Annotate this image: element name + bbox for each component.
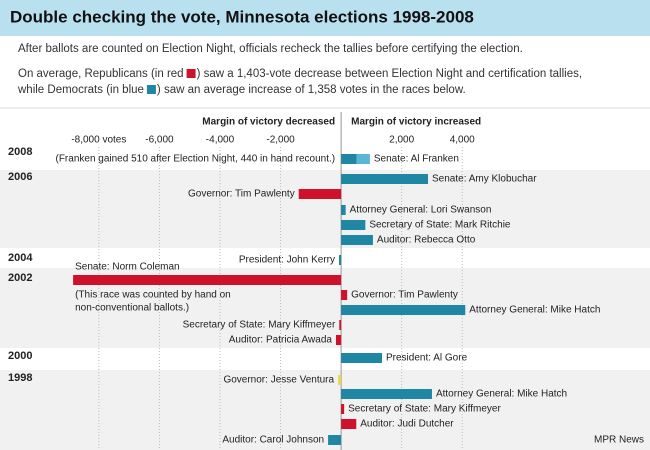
summary-text: ) saw an average increase of 1,358 votes…	[157, 84, 466, 96]
note: non-conventional ballots.)	[75, 303, 189, 314]
x-tick-label: -8,000 votes	[71, 135, 126, 146]
bar-label: Auditor: Patricia Awada	[229, 335, 333, 346]
bar	[341, 389, 432, 399]
bar-label: Governor: Tim Pawlenty	[351, 290, 458, 301]
bar-label: Senate: Al Franken	[374, 154, 459, 165]
note: (This race was counted by hand on	[75, 290, 231, 301]
bar-label: Governor: Tim Pawlenty	[188, 189, 295, 200]
bar-label: Attorney General: Mike Hatch	[436, 389, 567, 400]
bar-label: Secretary of State: Mark Ritchie	[369, 220, 511, 231]
year-label: 2002	[8, 272, 32, 284]
source: MPR News	[594, 435, 644, 446]
bar	[298, 189, 342, 199]
bar	[341, 154, 357, 164]
bar-label: Secretary of State: Mary Kiffmeyer	[348, 404, 501, 415]
bar-label: Auditor: Rebecca Otto	[377, 235, 476, 246]
bar	[338, 375, 342, 385]
bar	[341, 205, 346, 215]
group-band	[0, 170, 650, 248]
year-label: 1998	[8, 372, 32, 384]
bar-label: Senate: Norm Coleman	[75, 262, 180, 273]
axis-heading: Margin of victory decreased	[202, 117, 335, 128]
bar	[328, 435, 342, 445]
summary-text: On average, Republicans (in red	[18, 68, 184, 80]
bar-label: President: John Kerry	[239, 255, 335, 266]
legend-swatch	[146, 85, 156, 94]
x-tick-label: -2,000	[266, 135, 295, 146]
x-tick-label: -4,000	[206, 135, 235, 146]
bar	[341, 305, 466, 315]
bar	[338, 255, 342, 265]
bar-label: Governor: Jesse Ventura	[223, 375, 334, 386]
title-bar	[0, 0, 650, 36]
x-tick-label: 2,000	[389, 135, 414, 146]
bar-label: President: Al Gore	[386, 353, 468, 364]
x-tick-label: -6,000	[145, 135, 174, 146]
bar	[341, 235, 373, 245]
bar-label: Auditor: Carol Johnson	[222, 435, 324, 446]
x-tick-label: 4,000	[450, 135, 475, 146]
bar	[341, 419, 357, 429]
bar	[356, 154, 370, 164]
note: (Franken gained 510 after Election Night…	[55, 154, 335, 165]
year-label: 2004	[8, 252, 33, 264]
axis-heading: Margin of victory increased	[351, 117, 481, 128]
summary-text: ) saw a 1,403-vote decrease between Elec…	[17, 68, 585, 96]
legend-swatch	[186, 69, 196, 78]
year-label: 2000	[8, 350, 32, 362]
bar-label: Attorney General: Mike Hatch	[469, 305, 600, 316]
bar	[341, 290, 348, 300]
bar	[341, 174, 429, 184]
bar-label: Senate: Amy Klobuchar	[432, 174, 537, 185]
chart-title: Double checking the vote, Minnesota elec…	[10, 7, 474, 26]
bar-label: Attorney General: Lori Swanson	[350, 205, 492, 216]
bar	[339, 320, 342, 330]
year-label: 2006	[8, 171, 32, 183]
bar	[341, 404, 345, 414]
bar	[73, 275, 342, 285]
bar	[341, 353, 382, 363]
year-label: 2008	[8, 146, 32, 158]
bar-label: Auditor: Judi Dutcher	[360, 419, 454, 430]
bar	[341, 220, 366, 230]
bar	[335, 335, 342, 345]
intro: After ballots are counted on Election Ni…	[18, 43, 523, 55]
group-band	[0, 370, 650, 450]
bar-label: Secretary of State: Mary Kiffmeyer	[183, 320, 336, 331]
